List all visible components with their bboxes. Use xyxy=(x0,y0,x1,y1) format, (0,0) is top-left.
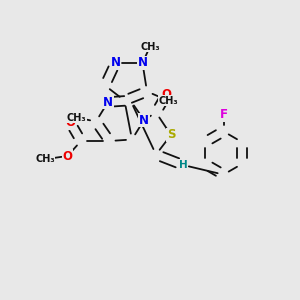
Text: N: N xyxy=(139,113,149,127)
Text: CH₃: CH₃ xyxy=(67,112,86,123)
Text: O: O xyxy=(65,116,76,130)
Text: N: N xyxy=(137,56,148,70)
Text: F: F xyxy=(220,108,227,122)
Text: CH₃: CH₃ xyxy=(158,95,178,106)
Text: O: O xyxy=(161,88,172,101)
Text: CH₃: CH₃ xyxy=(35,154,55,164)
Text: H: H xyxy=(178,160,188,170)
Text: O: O xyxy=(62,149,73,163)
Text: CH₃: CH₃ xyxy=(140,41,160,52)
Text: S: S xyxy=(167,128,175,142)
Text: N: N xyxy=(110,56,121,70)
Text: N: N xyxy=(103,95,113,109)
